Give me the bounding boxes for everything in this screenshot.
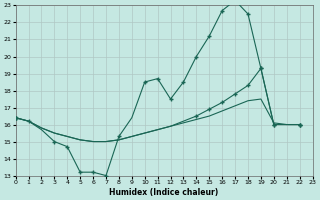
X-axis label: Humidex (Indice chaleur): Humidex (Indice chaleur) [109, 188, 219, 197]
